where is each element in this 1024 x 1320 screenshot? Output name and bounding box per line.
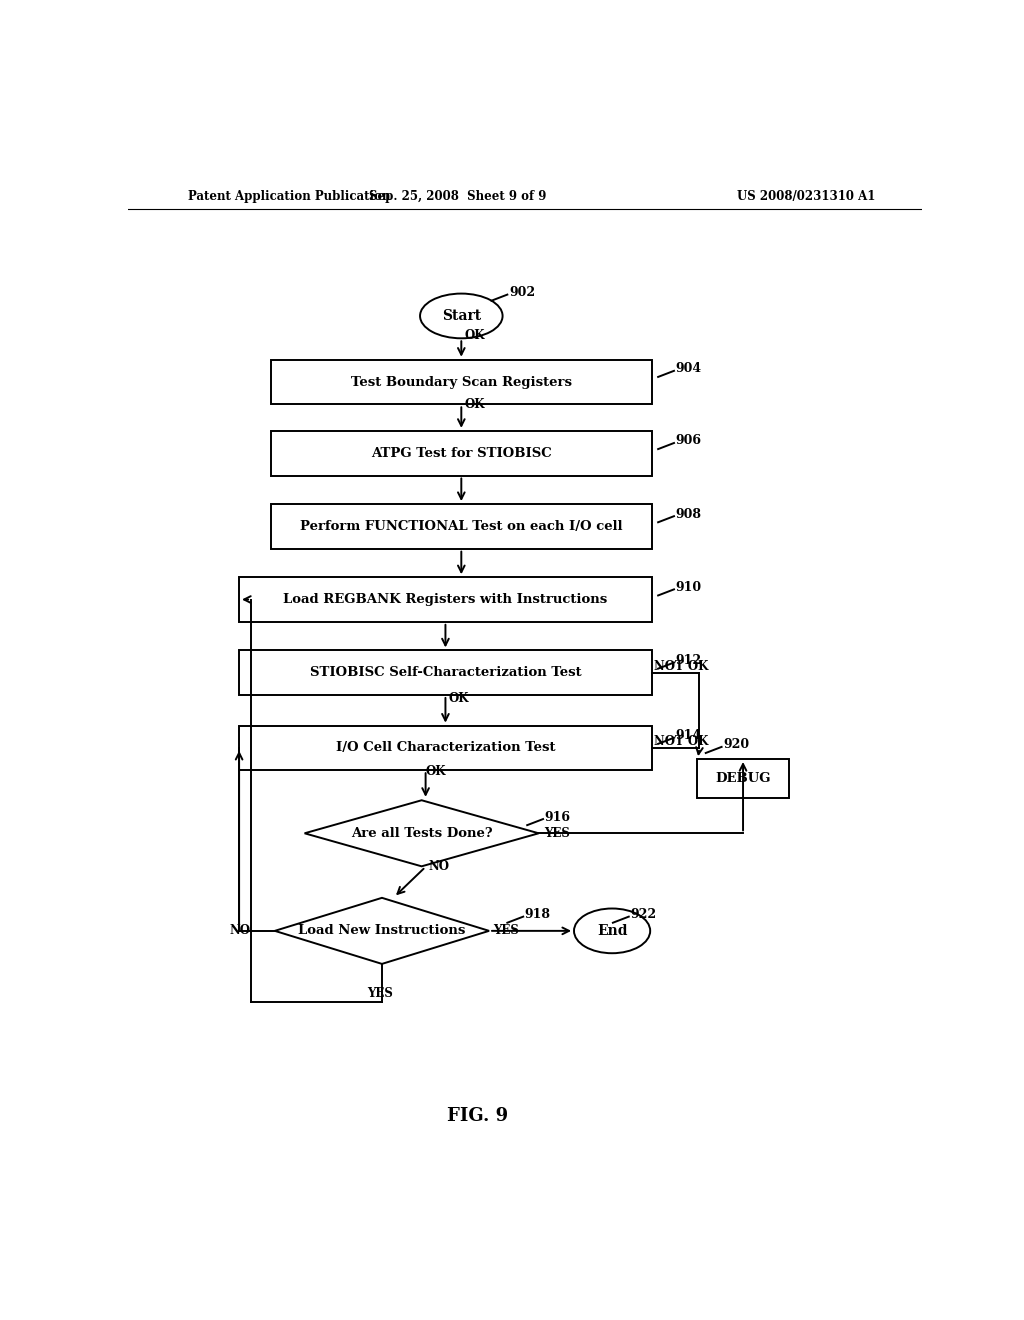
Text: 910: 910: [676, 581, 701, 594]
Text: OK: OK: [426, 764, 446, 777]
Text: OK: OK: [465, 329, 485, 342]
Text: FIG. 9: FIG. 9: [446, 1107, 508, 1125]
Text: NO: NO: [229, 924, 251, 937]
Text: 918: 918: [524, 908, 551, 921]
Text: I/O Cell Characterization Test: I/O Cell Characterization Test: [336, 742, 555, 755]
Text: Are all Tests Done?: Are all Tests Done?: [351, 826, 493, 840]
Text: 914: 914: [676, 729, 701, 742]
Text: 906: 906: [676, 434, 701, 447]
Text: NOT OK: NOT OK: [654, 735, 709, 748]
Text: Start: Start: [441, 309, 481, 323]
FancyBboxPatch shape: [240, 577, 652, 622]
Text: 912: 912: [676, 653, 701, 667]
Text: Sep. 25, 2008  Sheet 9 of 9: Sep. 25, 2008 Sheet 9 of 9: [369, 190, 546, 202]
Text: OK: OK: [449, 692, 469, 705]
Text: YES: YES: [494, 924, 519, 937]
Ellipse shape: [420, 293, 503, 338]
Text: NOT OK: NOT OK: [654, 660, 709, 673]
Text: OK: OK: [465, 397, 485, 411]
Text: NO: NO: [428, 861, 449, 874]
Text: 902: 902: [509, 286, 536, 300]
FancyBboxPatch shape: [240, 651, 652, 696]
FancyBboxPatch shape: [697, 759, 788, 797]
Text: End: End: [597, 924, 628, 939]
Text: Perform FUNCTIONAL Test on each I/O cell: Perform FUNCTIONAL Test on each I/O cell: [300, 520, 623, 533]
Text: 916: 916: [545, 810, 570, 824]
Text: Test Boundary Scan Registers: Test Boundary Scan Registers: [351, 375, 571, 388]
Ellipse shape: [574, 908, 650, 953]
Text: YES: YES: [368, 987, 393, 1001]
Text: DEBUG: DEBUG: [716, 772, 771, 785]
Polygon shape: [274, 898, 489, 964]
Text: 920: 920: [723, 738, 750, 751]
FancyBboxPatch shape: [270, 504, 651, 549]
Text: Patent Application Publication: Patent Application Publication: [187, 190, 390, 202]
Text: 904: 904: [676, 362, 701, 375]
Text: 908: 908: [676, 508, 701, 520]
Text: Load REGBANK Registers with Instructions: Load REGBANK Registers with Instructions: [284, 593, 607, 606]
Text: Load New Instructions: Load New Instructions: [298, 924, 466, 937]
Text: 922: 922: [631, 908, 656, 921]
FancyBboxPatch shape: [270, 359, 651, 404]
Text: YES: YES: [544, 826, 569, 840]
Text: ATPG Test for STIOBISC: ATPG Test for STIOBISC: [371, 446, 552, 459]
FancyBboxPatch shape: [240, 726, 652, 771]
Text: STIOBISC Self-Characterization Test: STIOBISC Self-Characterization Test: [309, 667, 582, 680]
FancyBboxPatch shape: [270, 430, 651, 475]
Text: US 2008/0231310 A1: US 2008/0231310 A1: [737, 190, 876, 202]
Polygon shape: [304, 800, 539, 866]
